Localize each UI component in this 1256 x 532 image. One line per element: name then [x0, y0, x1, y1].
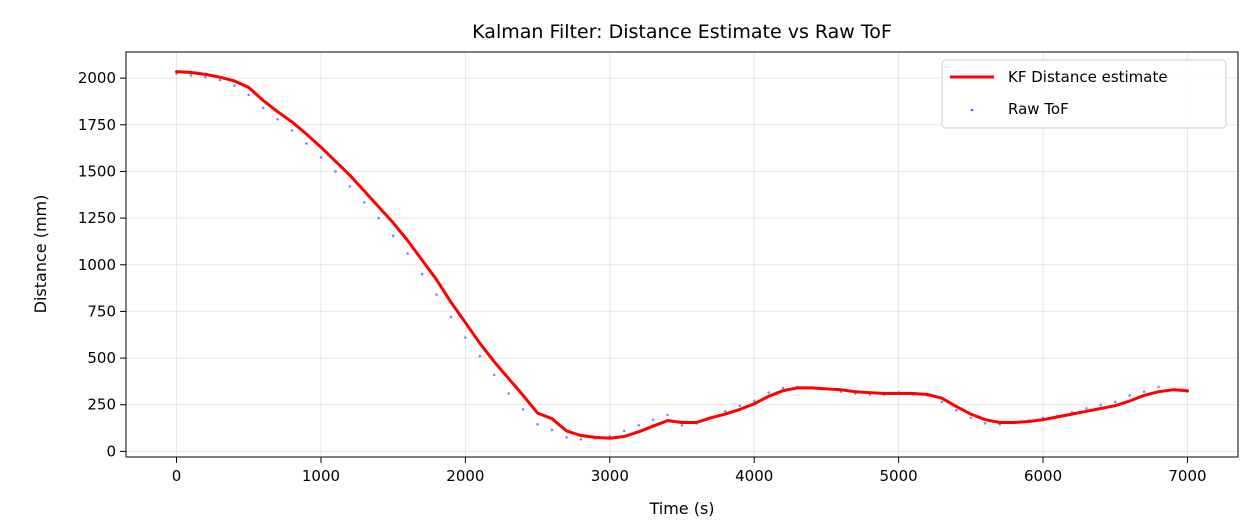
- legend-label-raw: Raw ToF: [1008, 100, 1069, 118]
- raw-tof-point: [969, 416, 973, 420]
- raw-tof-point: [651, 418, 655, 421]
- y-tick-label: 0: [106, 442, 116, 460]
- y-axis-title: Distance (mm): [31, 195, 50, 314]
- raw-tof-point: [680, 423, 684, 427]
- raw-tof-point: [464, 336, 467, 339]
- raw-tof-point: [955, 409, 958, 412]
- y-tick-label: 250: [87, 396, 116, 414]
- raw-tof-point: [218, 78, 222, 82]
- raw-tof-point: [1113, 400, 1117, 404]
- x-tick-label: 1000: [302, 467, 340, 485]
- legend-frame: [941, 59, 1227, 129]
- raw-tof-point: [233, 84, 236, 87]
- raw-tof-point: [1157, 385, 1160, 389]
- y-tick-label: 1500: [78, 162, 116, 180]
- raw-tof-point: [752, 399, 756, 403]
- raw-tof-point: [521, 408, 525, 411]
- raw-tof-point: [261, 106, 265, 110]
- x-tick-label: 7000: [1168, 467, 1206, 485]
- raw-tof-point: [420, 272, 424, 276]
- chart-title: Kalman Filter: Distance Estimate vs Raw …: [472, 21, 892, 43]
- raw-tof-point: [666, 413, 669, 417]
- raw-tof-point: [435, 293, 438, 296]
- raw-tof-point: [536, 423, 539, 426]
- raw-tof-point: [1142, 390, 1146, 393]
- raw-tof-point: [406, 252, 409, 255]
- legend-swatch-raw: [970, 108, 974, 112]
- raw-tof-point: [319, 156, 323, 159]
- raw-tof-point: [377, 216, 381, 220]
- x-tick-label: 4000: [735, 467, 773, 485]
- kf-estimate-line: [175, 70, 1189, 440]
- raw-tof-point: [348, 185, 352, 188]
- raw-tof-point: [290, 129, 294, 132]
- x-axis-title: Time (s): [648, 499, 714, 518]
- y-tick-label: 1000: [78, 256, 116, 274]
- y-tick-label: 2000: [78, 69, 116, 87]
- raw-tof-point: [391, 234, 395, 238]
- raw-tof-point: [622, 429, 626, 433]
- x-tick-label: 2000: [446, 467, 484, 485]
- raw-tof-point: [1128, 394, 1131, 397]
- y-tick-label: 1250: [78, 209, 116, 227]
- raw-tof-point: [305, 142, 308, 145]
- raw-tof-point: [767, 391, 770, 394]
- x-tick-label: 3000: [591, 467, 629, 485]
- raw-tof-point: [781, 386, 785, 390]
- raw-tof-point: [940, 400, 944, 404]
- y-tick-label: 1750: [78, 116, 116, 134]
- axes-frame: [125, 51, 1239, 458]
- raw-tof-point: [579, 437, 583, 441]
- raw-tof-point: [1099, 403, 1103, 407]
- raw-tof-point: [204, 75, 207, 79]
- legend-label-estimate: KF Distance estimate: [1008, 68, 1168, 86]
- raw-tof-point: [738, 404, 742, 407]
- x-tick-label: 6000: [1024, 467, 1062, 485]
- y-tick-label: 500: [87, 349, 116, 367]
- grid: [126, 52, 1238, 457]
- axis-ticks: 0 1000 2000 3000 4000 5000 6000 7000 0 250 500 750 1…: [78, 69, 1207, 485]
- legend: KF Distance estimate Raw ToF: [941, 59, 1227, 129]
- raw-tof-point: [492, 373, 496, 377]
- x-tick-label: 0: [172, 467, 182, 485]
- y-tick-label: 750: [87, 302, 116, 320]
- raw-tof-point: [724, 409, 727, 413]
- raw-tof-point: [550, 428, 554, 432]
- raw-tof-point: [478, 354, 482, 358]
- raw-tof-point: [362, 200, 366, 204]
- plot-area: [175, 70, 1189, 441]
- raw-tof-point: [507, 392, 511, 395]
- raw-tof-point: [565, 436, 568, 439]
- raw-tof-point: [276, 117, 279, 121]
- raw-tof-point: [1085, 407, 1088, 410]
- raw-tof-point: [637, 423, 640, 427]
- raw-tof-point: [334, 170, 337, 173]
- raw-tof-point: [189, 74, 193, 77]
- x-tick-label: 5000: [880, 467, 918, 485]
- raw-tof-point: [247, 93, 251, 97]
- raw-tof-point: [983, 422, 987, 425]
- raw-tof-point: [449, 315, 453, 319]
